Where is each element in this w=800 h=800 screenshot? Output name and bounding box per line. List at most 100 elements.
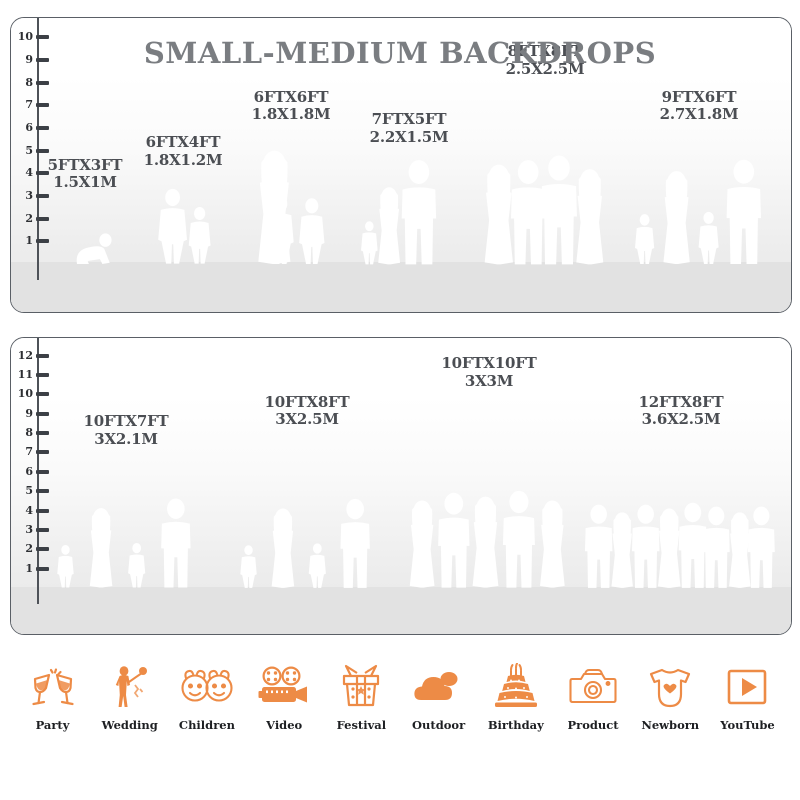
axis-tick-mark	[36, 353, 49, 358]
axis-tick: 10	[13, 388, 49, 400]
axis-tick: 3	[13, 522, 49, 536]
bar-size-meters: 2.7X1.8M	[659, 105, 739, 124]
use-case-children[interactable]: Children	[168, 660, 245, 732]
bar-size-feet: 8FTX8FT	[507, 42, 583, 61]
use-case-wedding[interactable]: Wedding	[91, 660, 168, 732]
bar-size-label: 10FTX8FT 3X2.5M	[264, 392, 350, 429]
axis-tick: 5	[13, 144, 49, 157]
axis-tick-label: 9	[25, 406, 33, 420]
use-case-video[interactable]: Video	[246, 660, 323, 732]
bar-group[interactable]: 9FTX6FT 2.7X1.8M	[619, 88, 779, 264]
axis-tick: 1	[13, 561, 49, 575]
photo-camera-icon[interactable]	[569, 660, 617, 714]
use-case-festival[interactable]: Festival	[323, 660, 400, 732]
axis-tick-label: 4	[25, 166, 33, 180]
axis-tick-mark	[36, 489, 49, 494]
bar-group[interactable]: 5FTX3FT 1.5X1M	[41, 156, 129, 264]
baby-onesie-icon[interactable]	[647, 660, 693, 714]
cheers-glasses-icon[interactable]	[30, 660, 76, 714]
use-case-newborn[interactable]: Newborn	[632, 660, 709, 732]
page-title: SMALL-MEDIUM BACKDROPS	[143, 36, 657, 70]
birthday-cake-icon[interactable]	[493, 660, 539, 714]
use-case-party[interactable]: Party	[14, 660, 91, 732]
people-silhouettes	[41, 196, 129, 264]
bar-series-chart-2: 10FTX7FT 3X2.1M 10FTX8FT 3X2.5M 10FTX10FT 3X3…	[11, 338, 791, 634]
axis-tick-label: 10	[17, 387, 33, 401]
axis-tick-mark	[36, 239, 49, 244]
bar-group[interactable]: 10FTX10FT 3X3M	[401, 354, 577, 588]
axis-tick-label: 1	[25, 561, 33, 575]
people-silhouettes	[583, 433, 779, 588]
people-silhouettes	[37, 452, 215, 588]
bar-size-feet: 6FTX6FT	[253, 87, 329, 106]
play-button-icon[interactable]	[726, 660, 768, 714]
axis-tick-label: 5	[25, 484, 33, 498]
cloud-icon[interactable]	[413, 660, 464, 714]
people-silhouettes	[475, 83, 615, 264]
people-silhouettes	[221, 433, 393, 588]
floor-strip	[11, 262, 791, 312]
bar-group[interactable]: 8FTX8FT 2.5X2.5M	[475, 42, 615, 264]
bar-size-meters: 1.8X1.2M	[143, 150, 223, 169]
use-case-label: Newborn	[641, 718, 700, 732]
bar-size-label: 8FTX8FT 2.5X2.5M	[505, 42, 585, 78]
gift-box-icon[interactable]	[338, 660, 384, 714]
bar-size-label: 9FTX6FT 2.7X1.8M	[659, 88, 739, 124]
bar-size-meters: 2.5X2.5M	[505, 59, 585, 78]
people-silhouettes	[401, 394, 577, 588]
axis-tick: 7	[13, 99, 49, 111]
axis-tick-mark	[36, 411, 49, 416]
axis-tick: 12	[13, 348, 49, 362]
bar-group[interactable]: 12FTX8FT 3.6X2.5M	[583, 393, 779, 588]
y-axis-chart-2: 1 2 3 4 5 6 7 8 9 10 11 12	[11, 338, 57, 634]
bar-group[interactable]: 6FTX4FT 1.8X1.2M	[131, 133, 235, 264]
bar-size-feet: 10FTX8FT	[264, 392, 350, 411]
bride-groom-icon[interactable]	[110, 660, 150, 714]
use-case-product[interactable]: Product	[555, 660, 632, 732]
bar-group[interactable]: 10FTX8FT 3X2.5M	[221, 393, 393, 588]
axis-tick-mark	[36, 450, 49, 455]
bar-size-label: 10FTX10FT 3X3M	[441, 353, 537, 390]
axis-tick: 6	[13, 122, 49, 134]
film-camera-icon[interactable]	[258, 660, 310, 714]
axis-tick: 10	[13, 31, 49, 43]
use-case-label: Children	[178, 718, 235, 732]
axis-tick-mark	[36, 547, 49, 552]
axis-tick-mark	[36, 35, 49, 40]
bar-size-meters: 3X2.1M	[94, 429, 158, 448]
bar-size-feet: 5FTX3FT	[47, 155, 123, 174]
bar-group[interactable]: 7FTX5FT 2.2X1.5M	[347, 110, 471, 264]
bar-size-label: 12FTX8FT 3.6X2.5M	[638, 392, 724, 429]
bar-size-feet: 10FTX10FT	[441, 353, 537, 372]
axis-tick: 4	[13, 167, 49, 179]
people-silhouettes	[619, 128, 779, 264]
two-kid-faces-icon[interactable]	[179, 660, 235, 714]
bar-size-feet: 12FTX8FT	[638, 392, 724, 411]
axis-tick-mark	[36, 469, 49, 474]
bar-size-meters: 1.5X1M	[53, 173, 117, 192]
bar-size-label: 6FTX6FT 1.8X1.8M	[251, 87, 331, 124]
use-case-youtube[interactable]: YouTube	[709, 660, 786, 732]
bar-size-label: 6FTX4FT 1.8X1.2M	[143, 133, 223, 169]
bar-group[interactable]: 10FTX7FT 3X2.1M	[37, 412, 215, 588]
chart-panel-small-medium: 1 2 3 4 5 6 7 8 9 10 5FTX3FT 1.5X1M 6FTX4FT 1.8X1.2M…	[10, 17, 792, 313]
bar-size-meters: 1.8X1.8M	[251, 105, 331, 124]
axis-tick-label: 8	[25, 75, 33, 89]
axis-tick-label: 4	[25, 503, 33, 517]
use-case-label: YouTube	[720, 718, 775, 732]
axis-tick-label: 3	[25, 522, 33, 536]
axis-tick-label: 8	[25, 426, 33, 440]
use-case-birthday[interactable]: Birthday	[477, 660, 554, 732]
axis-tick: 8	[13, 75, 49, 89]
axis-tick-mark	[36, 508, 49, 513]
axis-tick-label: 10	[17, 30, 33, 44]
axis-tick: 6	[13, 465, 49, 478]
axis-tick-label: 2	[25, 211, 33, 225]
axis-tick: 2	[13, 211, 49, 225]
axis-tick: 11	[13, 368, 49, 381]
bar-size-label: 10FTX7FT 3X2.1M	[84, 412, 169, 448]
use-case-outdoor[interactable]: Outdoor	[400, 660, 477, 732]
bar-group[interactable]: 6FTX6FT 1.8X1.8M	[239, 88, 343, 264]
bar-size-meters: 3X3M	[464, 371, 514, 390]
axis-tick-label: 12	[17, 348, 33, 362]
